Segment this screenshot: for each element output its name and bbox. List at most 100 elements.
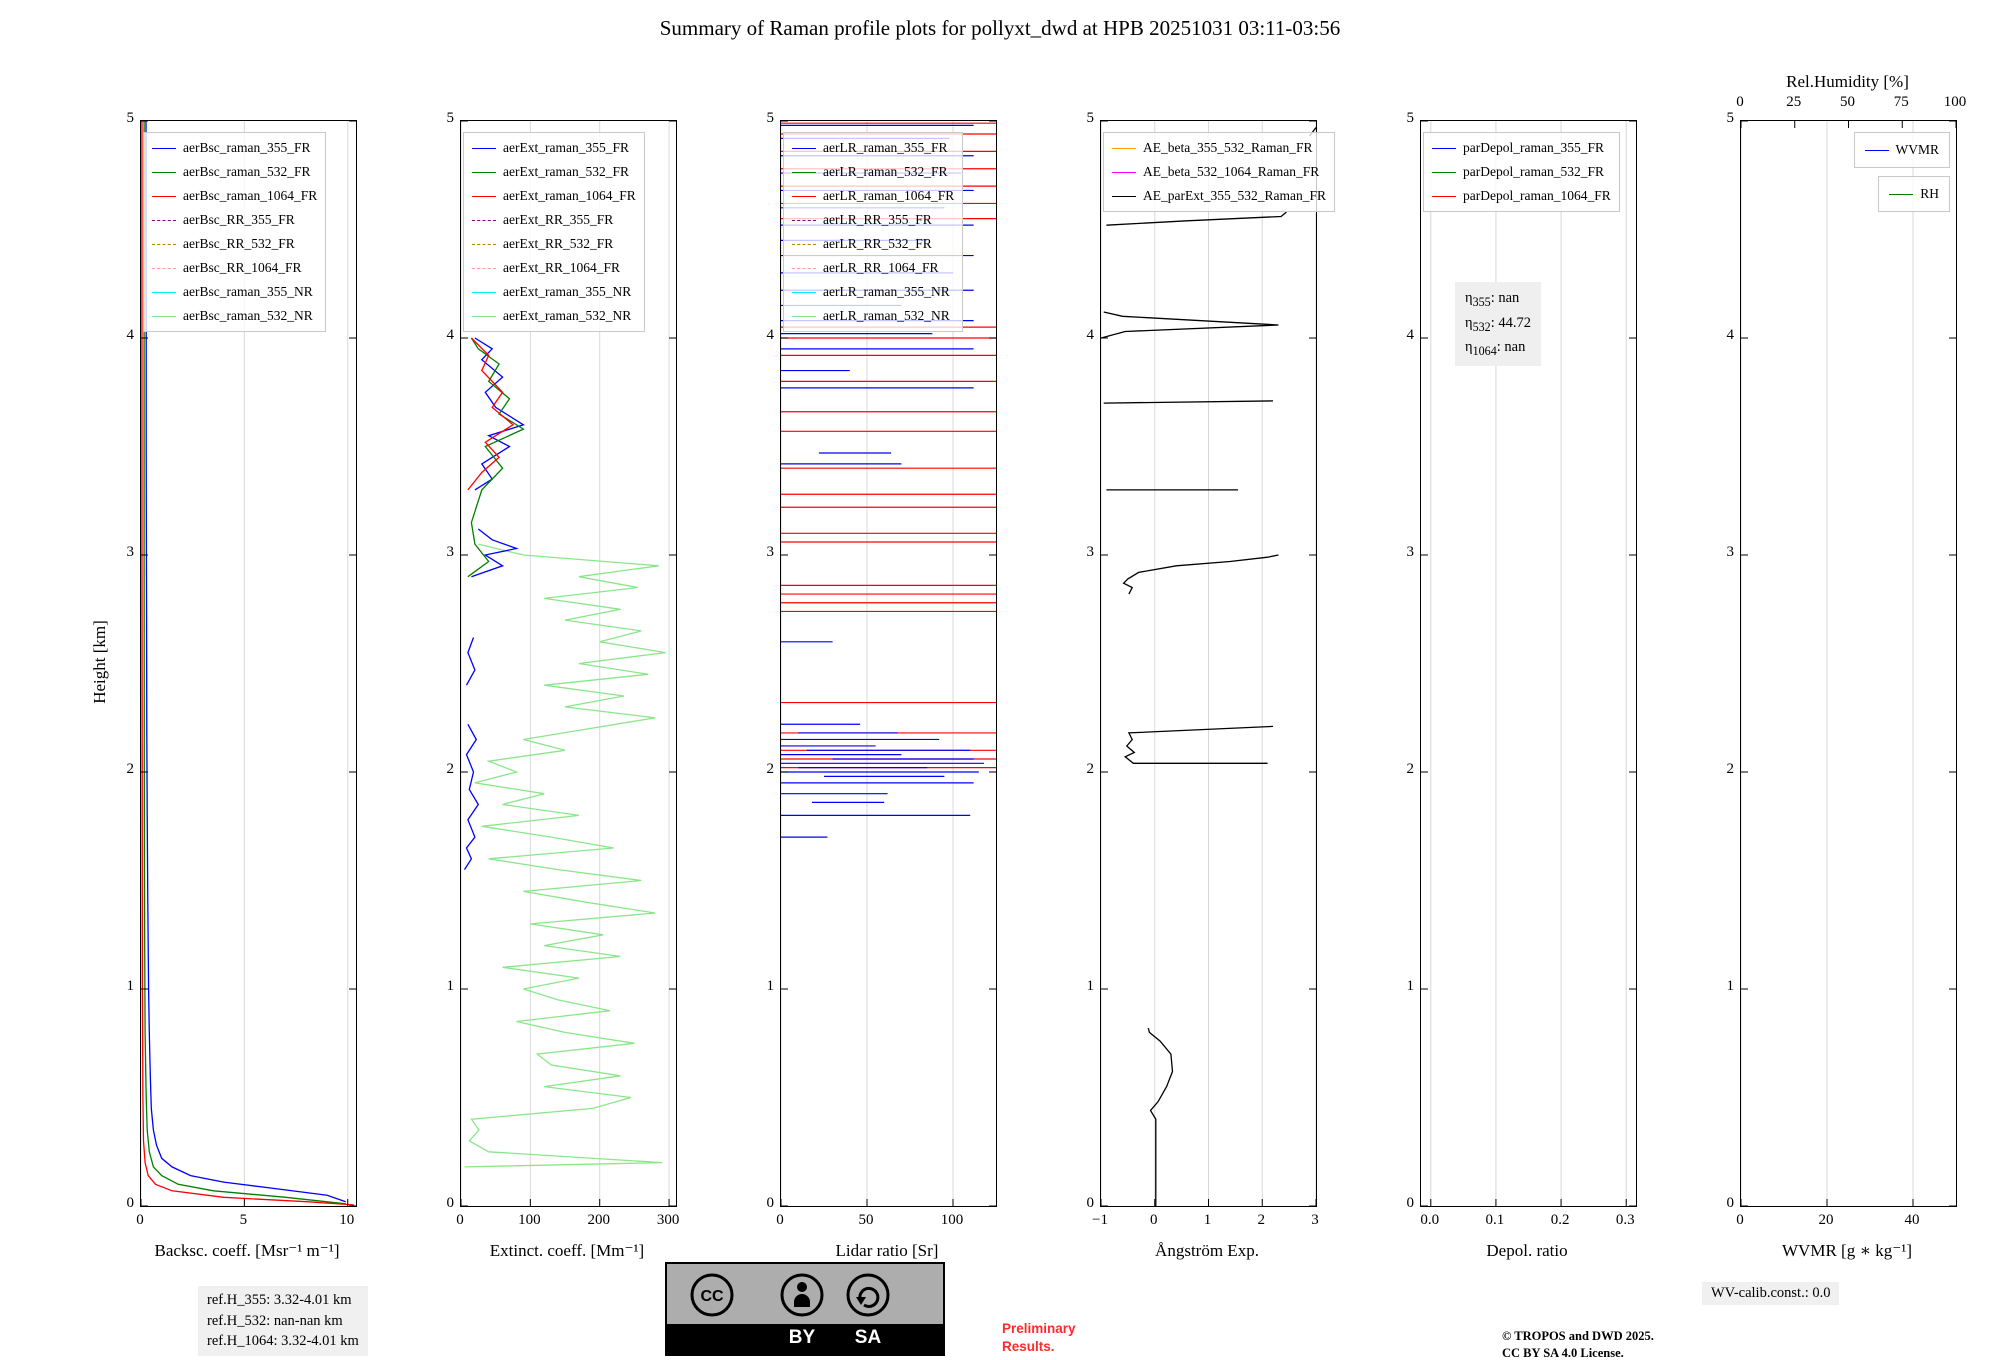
legend-entry: aerExt_raman_532_FR: [472, 160, 636, 184]
plot-area-angstroem: [1100, 120, 1317, 1207]
cc-by-person-icon: [780, 1273, 824, 1317]
y-tick-label: 5: [1726, 110, 1735, 126]
legend-label: aerLR_raman_1064_FR: [823, 188, 955, 203]
x-tick-label: 20: [1818, 1212, 1834, 1228]
legend-extinction: aerExt_raman_355_FR aerExt_raman_532_FR ae…: [463, 132, 645, 332]
legend-entry: AE_beta_355_532_Raman_FR: [1112, 136, 1326, 160]
legend-line-sample: [152, 147, 176, 149]
y-tick-label: 1: [1406, 978, 1415, 994]
legend-line-sample: [472, 219, 496, 221]
legend-label: aerBsc_raman_355_FR: [183, 140, 311, 155]
legend-entry: AE_parExt_355_532_Raman_FR: [1112, 184, 1326, 208]
legend-entry: aerBsc_RR_355_FR: [152, 208, 317, 232]
x-tick-label: 0: [1150, 1212, 1158, 1228]
x-tick-label: 0.2: [1550, 1212, 1570, 1228]
legend-angstroem: AE_beta_355_532_Raman_FR AE_beta_532_1064…: [1103, 132, 1335, 212]
reference-height-box: ref.H_355: 3.32-4.01 km ref.H_532: nan-n…: [198, 1286, 368, 1356]
legend-label: aerBsc_raman_532_FR: [183, 164, 311, 179]
series-aerExt_raman_532_FR: [467, 337, 525, 578]
legend-entry: parDepol_raman_532_FR: [1432, 160, 1611, 184]
cc-by-sa-badge: CC BY SA: [665, 1262, 945, 1356]
y-tick-label: 0: [446, 1195, 455, 1211]
x-tick-label: 10: [339, 1212, 355, 1228]
series-aerExt_raman_355_FR_d: [474, 337, 525, 491]
y-tick-label: 2: [766, 761, 775, 777]
legend-label: aerLR_raman_355_FR: [823, 140, 948, 155]
y-tick-label: 3: [766, 544, 775, 560]
legend-label: WVMR: [1895, 142, 1940, 157]
legend-label: aerBsc_RR_1064_FR: [183, 260, 302, 275]
legend-entry: parDepol_raman_355_FR: [1432, 136, 1611, 160]
series-AE_parExt_seg5: [1103, 400, 1274, 404]
series-aerExt_raman_355_FR_b: [465, 637, 476, 686]
legend-depol: parDepol_raman_355_FR parDepol_raman_532_…: [1423, 132, 1620, 212]
x-tick-label: 50: [858, 1212, 874, 1228]
legend-line-sample: [792, 291, 816, 293]
y-tick-label: 5: [1086, 110, 1095, 126]
legend-line-sample: [1432, 147, 1456, 149]
legend-line-sample: [472, 315, 496, 317]
legend-entry: aerLR_raman_355_NR: [792, 280, 954, 304]
x-tick-label: 200: [587, 1212, 610, 1228]
y-tick-label: 2: [446, 761, 455, 777]
legend-entry: parDepol_raman_1064_FR: [1432, 184, 1611, 208]
y-tick-label: 3: [1726, 544, 1735, 560]
page-title: Summary of Raman profile plots for polly…: [659, 16, 1341, 40]
plot-area-wvmr: [1740, 120, 1957, 1207]
wv-calib-const: WV-calib.const.: 0.0: [1702, 1282, 1840, 1305]
legend-line-sample: [152, 291, 176, 293]
x-tick-label: 0.3: [1615, 1212, 1635, 1228]
legend-entry: aerLR_raman_1064_FR: [792, 184, 954, 208]
series-aerBsc_raman_355_FR: [145, 121, 346, 1203]
y-tick-label: 2: [1086, 761, 1095, 777]
y-tick-label: 1: [766, 978, 775, 994]
legend-entry: aerLR_raman_355_FR: [792, 136, 954, 160]
x-tick-label: 300: [656, 1212, 680, 1228]
y-tick-label: 2: [126, 761, 135, 777]
legend-label: RH: [1920, 186, 1939, 201]
legend-entry: aerLR_RR_1064_FR: [792, 256, 954, 280]
legend-line-sample: [1889, 193, 1914, 195]
legend-label: aerExt_RR_355_FR: [503, 212, 614, 227]
legend-label: aerLR_RR_532_FR: [823, 236, 932, 251]
series-aerExt_raman_355_FR_a: [463, 723, 480, 870]
x-axis-label-lidar-ratio: Lidar ratio [Sr]: [835, 1241, 939, 1260]
legend-entry: aerBsc_raman_1064_FR: [152, 184, 317, 208]
x-tick-label: −1: [1092, 1212, 1108, 1228]
y-tick-label: 0: [126, 1195, 135, 1211]
y-tick-label: 0: [1086, 1195, 1095, 1211]
legend-line-sample: [792, 147, 816, 149]
legend-entry: aerLR_RR_355_FR: [792, 208, 954, 232]
ref-h-1064: ref.H_1064: 3.32-4.01 km: [207, 1333, 359, 1350]
legend-label: aerLR_raman_532_NR: [823, 308, 950, 323]
svg-text:CC: CC: [700, 1288, 724, 1305]
legend-label: aerExt_RR_1064_FR: [503, 260, 620, 275]
legend-line-sample: [472, 147, 496, 149]
eta-532-value: 44.72: [1498, 314, 1531, 331]
legend-lidar-ratio: aerLR_raman_355_FR aerLR_raman_532_FR aerL…: [783, 132, 964, 332]
legend-line-sample: [152, 219, 176, 221]
y-tick-label: 3: [446, 544, 455, 560]
cc-sa-label: SA: [854, 1327, 882, 1348]
legend-label: AE_parExt_355_532_Raman_FR: [1143, 188, 1326, 203]
legend-label: aerExt_raman_532_NR: [503, 308, 632, 323]
legend-label: aerBsc_raman_532_NR: [183, 308, 313, 323]
legend-label: AE_beta_532_1064_Raman_FR: [1143, 164, 1320, 179]
legend-label: aerBsc_RR_355_FR: [183, 212, 295, 227]
y-tick-label: 1: [126, 978, 135, 994]
legend-line-sample: [792, 219, 816, 221]
legend-label: parDepol_raman_532_FR: [1463, 164, 1604, 179]
legend-line-sample: [1432, 195, 1456, 197]
y-tick-label: 4: [1726, 327, 1735, 343]
legend-label: aerLR_RR_355_FR: [823, 212, 932, 227]
top-axis-label: Rel.Humidity [%]: [1786, 72, 1909, 91]
y-tick-label: 1: [1086, 978, 1095, 994]
legend-entry: WVMR: [1864, 138, 1940, 162]
eta-532-line: η532: 44.72: [1465, 314, 1531, 334]
series-aerExt_raman_355_FR_c: [471, 528, 519, 578]
series-AE_parExt_seg6: [1101, 311, 1279, 339]
legend-label: aerBsc_raman_355_NR: [183, 284, 313, 299]
y-axis-label: Height [km]: [90, 620, 109, 704]
legend-entry: aerExt_RR_355_FR: [472, 208, 636, 232]
